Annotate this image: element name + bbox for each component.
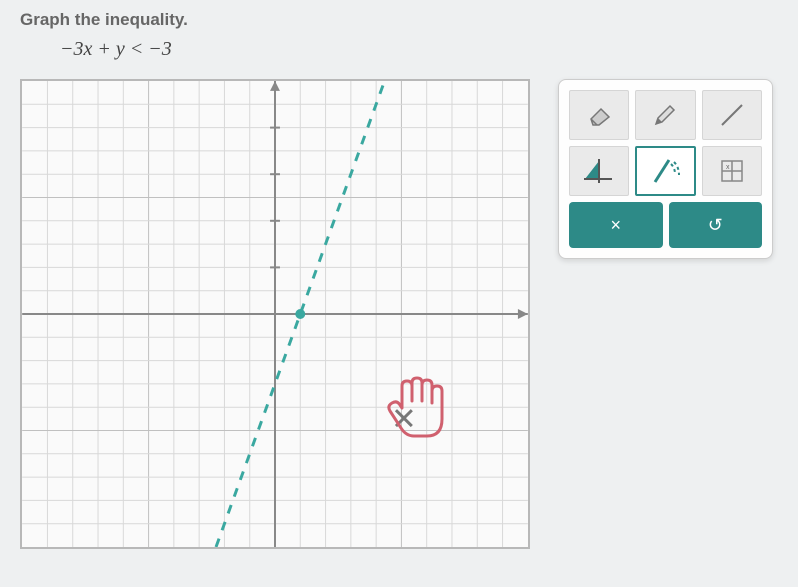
tool-row-1 <box>569 90 762 140</box>
inequality-equation: −3x + y < −3 <box>60 38 778 61</box>
fraction-grid-icon: x <box>718 157 746 185</box>
undo-button[interactable]: ↺ <box>669 202 763 248</box>
graph-svg <box>22 81 528 547</box>
eraser-tool[interactable] <box>569 90 629 140</box>
graph-canvas[interactable] <box>20 79 530 549</box>
pencil-icon <box>652 102 678 128</box>
tool-row-2: x <box>569 146 762 196</box>
inequality-line-tool[interactable] <box>635 146 697 196</box>
fill-region-icon <box>582 157 616 185</box>
inequality-line-icon <box>649 156 683 186</box>
eraser-icon <box>585 103 613 127</box>
pencil-tool[interactable] <box>635 90 695 140</box>
problem-prompt: Graph the inequality. <box>20 10 778 30</box>
line-tool[interactable] <box>702 90 762 140</box>
clear-label: × <box>610 215 621 236</box>
clear-button[interactable]: × <box>569 202 663 248</box>
main-area: x × ↺ <box>20 79 778 549</box>
fraction-tool[interactable]: x <box>702 146 762 196</box>
drawing-toolbox: x × ↺ <box>558 79 773 259</box>
line-icon <box>717 100 747 130</box>
undo-label: ↺ <box>708 215 723 236</box>
fill-region-tool[interactable] <box>569 146 629 196</box>
action-row: × ↺ <box>569 202 762 248</box>
plot-point-marker[interactable] <box>396 410 412 426</box>
x-intercept-point[interactable] <box>295 309 305 319</box>
svg-text:x: x <box>726 164 730 171</box>
